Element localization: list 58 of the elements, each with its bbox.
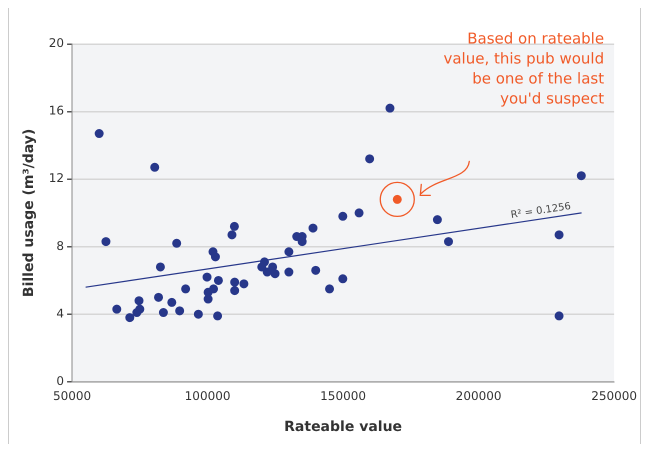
point <box>112 304 122 314</box>
point <box>354 208 364 218</box>
point <box>94 129 104 138</box>
point <box>338 212 348 221</box>
x-tick-label: 150000 <box>320 389 366 404</box>
point <box>576 171 586 180</box>
point <box>239 279 248 288</box>
point <box>365 154 374 164</box>
x-axis-title: Rateable value <box>284 419 402 436</box>
point <box>230 278 240 287</box>
point <box>194 310 203 319</box>
point <box>204 294 213 304</box>
x-tick-label: 250000 <box>591 389 637 404</box>
point <box>158 308 168 318</box>
point <box>209 284 218 294</box>
y-tick-label: 16 <box>48 104 64 118</box>
x-tick-label: 100000 <box>184 389 230 404</box>
y-tick-label: 12 <box>48 171 64 186</box>
point <box>554 311 564 320</box>
point <box>134 296 144 306</box>
annotation: R² = 0.1256 <box>510 201 572 221</box>
point <box>175 306 184 316</box>
y-tick-label: 4 <box>56 306 64 320</box>
y-tick-label: 0 <box>56 374 64 388</box>
point <box>227 230 236 240</box>
point <box>154 292 164 302</box>
point <box>308 224 318 233</box>
point <box>444 237 454 246</box>
y-tick-label: 20 <box>48 36 64 50</box>
point <box>338 274 348 284</box>
x-tick-label: 200000 <box>456 389 502 404</box>
x-tick-label: 50000 <box>52 389 92 404</box>
point <box>210 252 220 262</box>
point <box>432 215 442 224</box>
point <box>214 276 223 285</box>
point <box>125 313 134 322</box>
point <box>284 247 294 256</box>
point <box>181 284 190 294</box>
point <box>132 308 142 318</box>
point <box>172 238 182 248</box>
point <box>230 222 239 231</box>
y-axis-title: Billed usage (m³/day) <box>21 128 38 298</box>
y-tick-label: 8 <box>56 238 64 253</box>
point <box>554 230 564 240</box>
point <box>284 268 294 277</box>
point <box>202 272 212 282</box>
point <box>167 298 176 307</box>
point <box>270 269 280 278</box>
annotation: Based on rateable value, this pub would be one of the last you'd suspect <box>443 29 604 108</box>
point <box>385 104 394 113</box>
point <box>268 262 278 272</box>
point <box>101 237 110 246</box>
point <box>325 284 334 294</box>
point <box>311 266 320 275</box>
point <box>213 311 222 320</box>
point <box>230 286 240 296</box>
point <box>156 262 165 272</box>
point <box>150 162 160 172</box>
